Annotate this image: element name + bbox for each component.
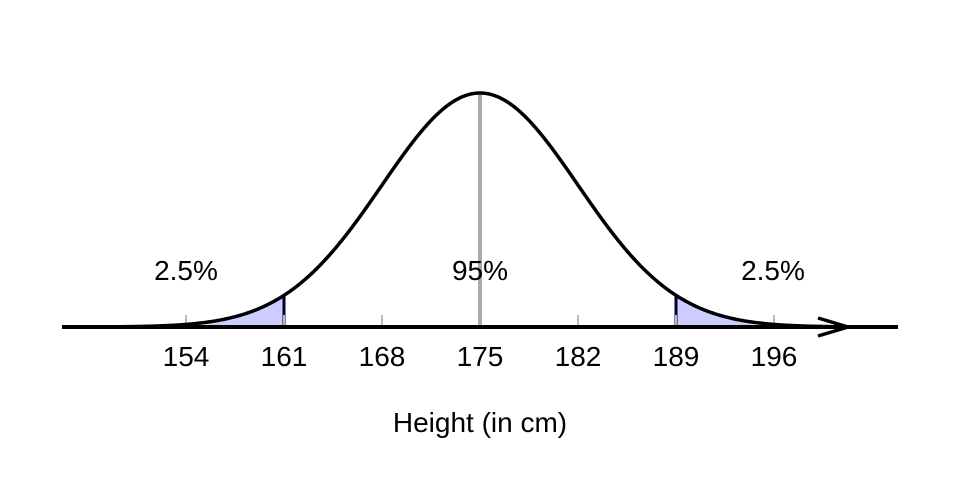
left-tail-percent-label: 2.5% bbox=[154, 255, 218, 286]
tick-label-175: 175 bbox=[457, 341, 504, 372]
shaded-region-left bbox=[186, 295, 284, 327]
x-axis-arrowhead bbox=[817, 316, 855, 338]
tick-label-168: 168 bbox=[359, 341, 406, 372]
right-tail-percent-label: 2.5% bbox=[741, 255, 805, 286]
tick-label-182: 182 bbox=[555, 341, 602, 372]
density-curve bbox=[90, 91, 880, 329]
center-percent-label: 95% bbox=[452, 255, 508, 286]
shaded-region-right bbox=[676, 295, 774, 327]
tick-label-154: 154 bbox=[163, 341, 210, 372]
tick-label-161: 161 bbox=[261, 341, 308, 372]
tick-label-196: 196 bbox=[751, 341, 798, 372]
tick-labels: 154 161 168 175 182 189 196 bbox=[163, 341, 798, 372]
x-axis-label: Height (in cm) bbox=[393, 407, 567, 438]
tick-label-189: 189 bbox=[653, 341, 700, 372]
